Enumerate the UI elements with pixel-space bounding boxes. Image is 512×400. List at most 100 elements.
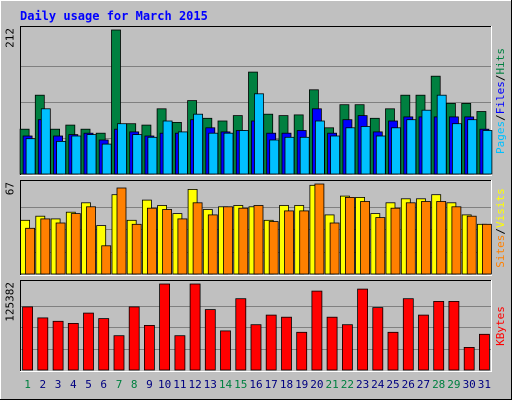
day-label-19: 19: [295, 378, 308, 391]
hits-label-separator: /: [494, 75, 507, 82]
hits-bar-pages-day-31: Pages 31: 64: [482, 130, 493, 175]
kbytes-bar-kbytes-day-10: KBytes 10: 125382: [159, 283, 171, 371]
hits-label-files: Files: [494, 81, 507, 114]
day-label-23: 23: [356, 378, 369, 391]
day-label-3: 3: [55, 378, 62, 391]
kbytes-ymax-label: 125382: [4, 282, 17, 322]
hits-bar-pages-day-18: Pages 18: 54: [284, 136, 295, 175]
visits-bar-sites-day-27: Sites 27: 54: [421, 201, 431, 275]
hits-panel: 212Hits 1: 66Hits 2: 116Hits 3: 66Hits 4…: [4, 26, 507, 176]
kbytes-bar-kbytes-day-23: KBytes 23: 118000: [357, 288, 369, 371]
day-label-9: 9: [146, 378, 153, 391]
kbytes-bar-kbytes-day-3: KBytes 3: 71000: [52, 320, 64, 371]
hits-bar-pages-day-27: Pages 27: 94: [421, 109, 432, 175]
day-label-8: 8: [131, 378, 138, 391]
kbytes-bar-kbytes-day-29: KBytes 29: 100000: [448, 300, 460, 371]
visits-bar-sites-day-30: Sites 30: 43: [466, 215, 477, 275]
hits-bar-pages-day-26: Pages 26: 80: [406, 119, 417, 175]
kbytes-bar-kbytes-day-16: KBytes 16: 66000: [250, 324, 262, 371]
kbytes-series-label: KBytes: [494, 306, 507, 346]
visits-bar-sites-day-14: Sites 14: 50: [223, 206, 233, 275]
kbytes-bar-kbytes-day-21: KBytes 21: 77000: [326, 316, 338, 371]
hits-bar-pages-day-1: Pages 1: 52: [25, 138, 36, 175]
day-label-22: 22: [341, 378, 354, 391]
day-label-28: 28: [432, 378, 445, 391]
hits-bar-pages-day-12: Pages 12: 88: [193, 113, 204, 175]
kbytes-label-kbytes: KBytes: [494, 306, 507, 346]
day-label-11: 11: [173, 378, 186, 391]
day-label-13: 13: [204, 378, 217, 391]
day-label-6: 6: [100, 378, 107, 391]
day-label-7: 7: [116, 378, 123, 391]
day-label-18: 18: [280, 378, 293, 391]
kbytes-bar-kbytes-day-12: KBytes 12: 125382: [189, 283, 201, 371]
day-label-20: 20: [310, 378, 323, 391]
day-label-4: 4: [70, 378, 77, 391]
kbytes-bar-kbytes-day-6: KBytes 6: 75000: [98, 318, 110, 371]
kbytes-bar-kbytes-day-7: KBytes 7: 50000: [113, 335, 125, 371]
visits-bar-sites-day-15: Sites 15: 49: [238, 207, 249, 275]
hits-bar-pages-day-16: Pages 16: 118: [254, 93, 264, 175]
hits-label-pages: Pages: [494, 121, 507, 154]
visits-bar-sites-day-28: Sites 28: 54: [436, 201, 447, 275]
visits-bar-sites-day-25: Sites 25: 49: [390, 207, 401, 275]
kbytes-bar-kbytes-day-15: KBytes 15: 104000: [235, 298, 247, 371]
hits-bar-pages-day-3: Pages 3: 48: [56, 140, 66, 175]
hits-bar-pages-day-8: Pages 8: 58: [132, 134, 143, 175]
hits-bar-pages-day-14: Pages 14: 60: [223, 132, 234, 175]
visits-bar-sites-day-18: Sites 18: 47: [284, 210, 294, 275]
visits-label-sites: Sites: [494, 235, 507, 268]
visits-bar-sites-day-6: Sites 6: 21: [101, 245, 112, 275]
kbytes-bar-kbytes-day-13: KBytes 13: 88000: [204, 309, 216, 371]
hits-bar-pages-day-4: Pages 4: 56: [71, 135, 82, 175]
visits-bar-sites-day-7: Sites 7: 64: [116, 187, 127, 275]
kbytes-bar-kbytes-day-17: KBytes 17: 80000: [265, 314, 277, 371]
day-label-30: 30: [463, 378, 476, 391]
kbytes-bar-kbytes-day-4: KBytes 4: 68000: [67, 322, 79, 371]
hits-bar-pages-day-21: Pages 21: 56: [330, 135, 341, 175]
hits-label-hits: Hits: [494, 48, 507, 75]
day-label-25: 25: [386, 378, 399, 391]
hits-bar-pages-day-13: Pages 13: 60: [208, 132, 219, 175]
hits-bar-pages-day-17: Pages 17: 50: [269, 139, 280, 175]
hits-bar-pages-day-11: Pages 11: 62: [177, 131, 188, 175]
hits-bar-pages-day-24: Pages 24: 56: [375, 135, 386, 175]
kbytes-bar-kbytes-day-1: KBytes 1: 92000: [22, 306, 34, 371]
visits-ymax-label: 67: [4, 182, 17, 195]
hits-bar-pages-day-5: Pages 5: 58: [86, 134, 97, 175]
hits-ymax-label: 212: [4, 28, 17, 48]
hits-label-separator: /: [494, 114, 507, 121]
visits-bar-sites-day-8: Sites 8: 37: [131, 223, 142, 275]
kbytes-bar-kbytes-day-27: KBytes 27: 80000: [418, 314, 429, 371]
visits-bar-sites-day-3: Sites 3: 38: [55, 222, 66, 275]
day-label-10: 10: [158, 378, 171, 391]
visits-bar-sites-day-24: Sites 24: 42: [375, 217, 386, 275]
chart-title: Daily usage for March 2015: [20, 9, 208, 23]
kbytes-bar-kbytes-day-30: KBytes 30: 33000: [463, 346, 475, 371]
day-label-26: 26: [402, 378, 415, 391]
day-label-1: 1: [24, 378, 31, 391]
visits-bar-sites-day-20: Sites 20: 67: [314, 183, 325, 275]
hits-bar-pages-day-19: Pages 19: 54: [299, 136, 310, 175]
kbytes-bar-kbytes-day-31: KBytes 31: 52000: [478, 333, 490, 371]
visits-bar-sites-day-5: Sites 5: 50: [86, 206, 96, 275]
kbytes-bar-kbytes-day-11: KBytes 11: 50000: [174, 335, 186, 371]
visits-bar-sites-day-22: Sites 22: 57: [344, 196, 355, 275]
hits-series-label: Pages/Files/Hits: [494, 48, 507, 154]
kbytes-bar-kbytes-day-25: KBytes 25: 55000: [387, 331, 399, 371]
hits-bar-pages-day-28: Pages 28: 116: [436, 94, 447, 175]
visits-bar-sites-day-12: Sites 12: 53: [192, 202, 203, 275]
visits-bar-sites-day-2: Sites 2: 41: [40, 218, 51, 275]
day-label-24: 24: [371, 378, 385, 391]
visits-bar-sites-day-1: Sites 1: 34: [25, 227, 36, 275]
hits-bar-pages-day-23: Pages 23: 70: [360, 126, 371, 175]
day-label-15: 15: [234, 378, 247, 391]
kbytes-bar-kbytes-day-19: KBytes 19: 55000: [296, 331, 308, 371]
day-label-31: 31: [478, 378, 491, 391]
kbytes-bar-kbytes-day-20: KBytes 20: 115000: [311, 290, 323, 371]
kbytes-bar-kbytes-day-24: KBytes 24: 91000: [372, 307, 384, 371]
visits-bar-sites-day-9: Sites 9: 49: [146, 207, 157, 275]
kbytes-bar-kbytes-day-8: KBytes 8: 92000: [128, 306, 140, 371]
